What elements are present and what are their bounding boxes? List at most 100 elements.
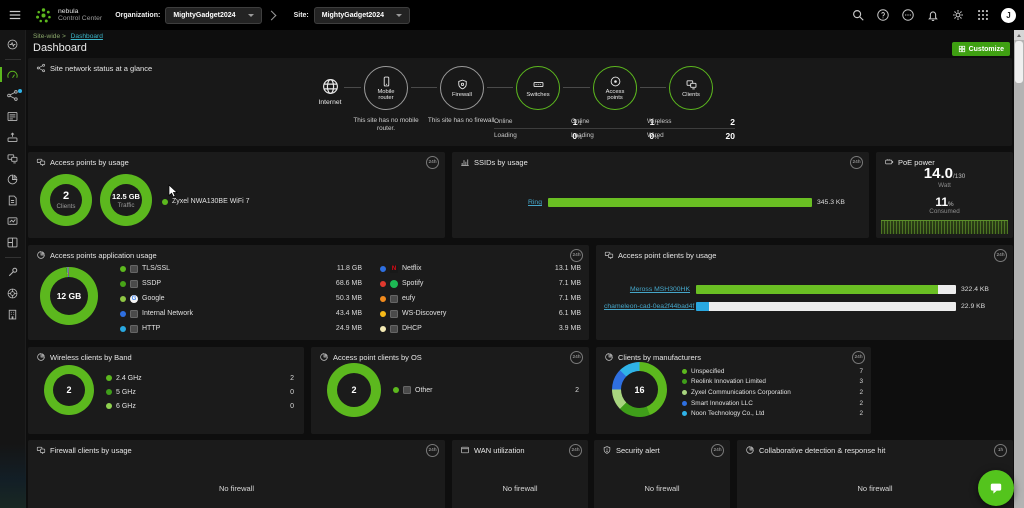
card-title: Wireless clients by Band xyxy=(36,352,132,362)
period-badge: 24h xyxy=(570,249,583,262)
bar-segment xyxy=(709,302,956,311)
legend-dot xyxy=(380,295,386,302)
user-avatar[interactable]: J xyxy=(1001,7,1016,23)
topbar: nebula Control Center Organization: Migh… xyxy=(0,0,1024,30)
empty-state-text: No firewall xyxy=(857,484,893,493)
scrollbar-up-arrow[interactable] xyxy=(1014,30,1024,40)
feedback-icon[interactable] xyxy=(901,8,915,22)
bar-segment xyxy=(548,198,812,207)
legend-dot xyxy=(106,403,112,409)
pie-chart-icon xyxy=(36,250,46,260)
legend-label: Spotify xyxy=(402,280,424,287)
sidebar-divider xyxy=(4,257,21,258)
sidebar-item-organization[interactable] xyxy=(0,304,26,325)
customize-label: Customize xyxy=(968,45,1004,53)
customize-button[interactable]: Customize xyxy=(951,42,1010,56)
sidebar-item-health[interactable] xyxy=(0,34,26,55)
band-legend: 2.4 GHz 2 5 GHz 0 6 GHz 0 xyxy=(106,371,294,413)
help-icon[interactable] xyxy=(876,8,890,22)
usage-bar-label-link[interactable]: Ring xyxy=(528,199,542,206)
sidebar-item-dashboard[interactable] xyxy=(0,64,26,85)
customize-grid-icon xyxy=(958,45,966,53)
legend-label: SSDP xyxy=(142,280,162,287)
card-title-text: Access point clients by usage xyxy=(618,250,717,260)
breadcrumb-site-wide[interactable]: Site-wide > xyxy=(33,33,66,40)
internet-icon xyxy=(321,77,340,96)
mobile-router-node[interactable]: Mobile router xyxy=(364,66,408,110)
pie-chart-icon xyxy=(745,445,755,455)
legend-item: G Google 50.3 MB xyxy=(120,291,362,306)
usage-bar-label-link[interactable]: Meross MSH300HK xyxy=(629,286,690,293)
sidebar-item-configure[interactable] xyxy=(0,232,26,253)
period-badge: 24h xyxy=(852,351,865,364)
card-ap-clients-by-os: Access point clients by OS 24h 2 Other 2 xyxy=(311,347,589,434)
application-usage-donut-chart: 12 GB xyxy=(40,267,98,325)
metric-value: 20 xyxy=(725,130,735,141)
poe-consumed-value: 11% xyxy=(876,193,1013,211)
sidebar-item-support[interactable] xyxy=(0,283,26,304)
status-metric: Loading 0% xyxy=(494,128,582,142)
organization-select[interactable]: MightyGadget2024 xyxy=(165,6,262,24)
sidebar-item-applications[interactable] xyxy=(0,169,26,190)
pie-chart-icon xyxy=(36,352,46,362)
clients-icon xyxy=(36,445,46,455)
sidebar-item-gateway[interactable] xyxy=(0,127,26,148)
legend-item: Spotify 7.1 MB xyxy=(380,276,581,291)
usage-bar-label-link[interactable]: chameleon-cad-0ea2f44bad4f xyxy=(604,303,695,310)
search-icon[interactable] xyxy=(851,8,865,22)
band-donut-chart: 2 xyxy=(44,365,94,415)
card-title: Access point clients by usage xyxy=(604,250,716,260)
metric-value: 1/1 xyxy=(572,116,582,127)
usage-bar-value: 22.9 KB xyxy=(961,303,986,310)
legend-label: Unspecified xyxy=(691,367,725,375)
poe-watt-value: 14.0/130 xyxy=(876,165,1013,183)
chat-bubble-icon xyxy=(988,480,1004,496)
legend-label: eufy xyxy=(402,295,416,302)
card-wireless-clients-by-band: Wireless clients by Band 2 2.4 GHz 2 5 GHz… xyxy=(28,347,304,434)
sidebar-item-maintenance[interactable] xyxy=(0,262,26,283)
access-points-node[interactable]: Access points xyxy=(593,66,637,110)
status-metric: Online 1/1 xyxy=(571,115,659,128)
scrollbar-thumb[interactable] xyxy=(1015,41,1023,83)
switches-node[interactable]: Switches xyxy=(516,66,560,110)
legend-dot xyxy=(682,400,687,406)
sidebar-item-devices[interactable] xyxy=(0,106,26,127)
notifications-icon[interactable] xyxy=(926,8,940,22)
status-table: Online 1/1 Loading 0% xyxy=(571,115,659,142)
legend-value: 3.9 MB xyxy=(558,325,581,332)
legend-label: Smart Innovation LLC xyxy=(691,399,753,407)
clients-node[interactable]: Clients xyxy=(669,66,713,110)
donut-value: 12 GB xyxy=(56,291,82,301)
chevron-right-icon xyxy=(266,10,277,20)
firewall-icon xyxy=(456,78,469,91)
card-application-usage: Access points application usage 24h 12 G… xyxy=(28,245,589,340)
connector-line xyxy=(640,87,666,88)
legend-dot xyxy=(682,389,687,395)
legend-item: DHCP 3.9 MB xyxy=(380,321,581,336)
menu-icon[interactable] xyxy=(8,8,22,22)
settings-icon[interactable] xyxy=(951,8,965,22)
status-panel-title: Site network status at a glance xyxy=(36,63,152,73)
legend-dot xyxy=(106,389,112,395)
vertical-scrollbar[interactable] xyxy=(1014,30,1024,508)
legend-item: TLS/SSL 11.8 GB xyxy=(120,261,362,276)
metric-label: Loading xyxy=(494,132,517,139)
card-title: Collaborative detection & response hit xyxy=(745,445,885,455)
period-badge: 24h xyxy=(570,351,583,364)
consumed-number: 11 xyxy=(935,195,949,209)
sidebar-item-topology[interactable] xyxy=(0,85,26,106)
firewall-node[interactable]: Firewall xyxy=(440,66,484,110)
card-title-text: WAN utilization xyxy=(474,445,525,455)
live-chat-button[interactable] xyxy=(978,470,1014,506)
usage-bar-value: 345.3 KB xyxy=(817,199,845,206)
sidebar-item-clients[interactable] xyxy=(0,148,26,169)
breadcrumb-dashboard-link[interactable]: Dashboard xyxy=(70,33,103,40)
site-select[interactable]: MightyGadget2024 xyxy=(313,6,410,24)
card-title: Access point clients by OS xyxy=(319,352,422,362)
legend-item: Zyxel Communications Corporation 2 xyxy=(682,387,863,398)
sidebar-item-reports[interactable] xyxy=(0,190,26,211)
legend-label: Reolink Innovation Limited xyxy=(691,378,766,386)
sidebar-item-monitoring[interactable] xyxy=(0,211,26,232)
donut-unit: Traffic xyxy=(117,201,135,209)
app-launcher-icon[interactable] xyxy=(976,8,990,22)
